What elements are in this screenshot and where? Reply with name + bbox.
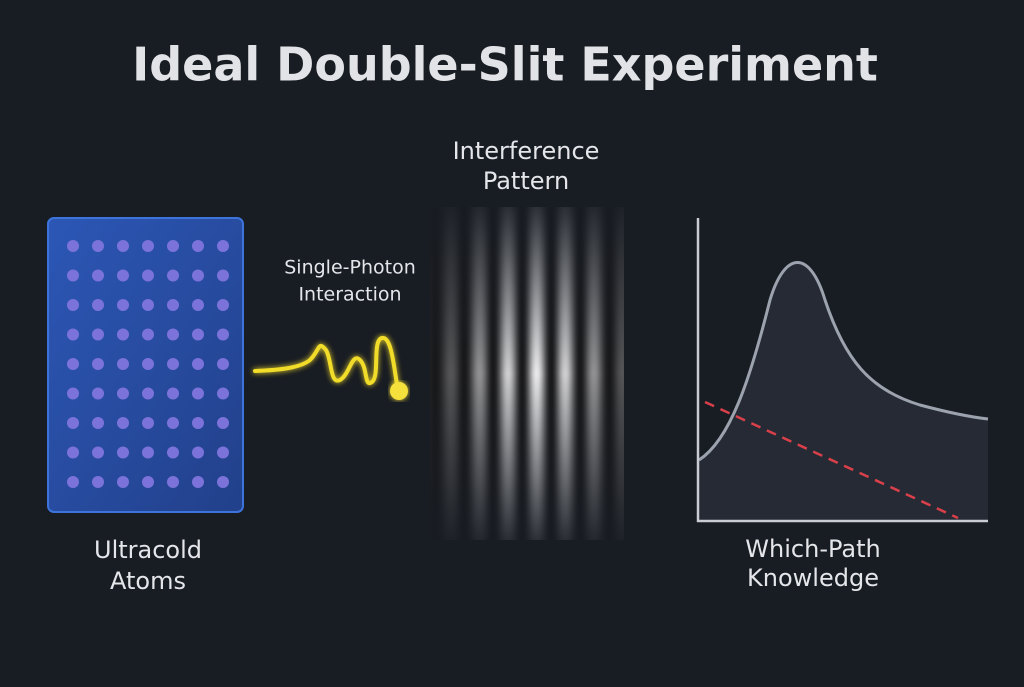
knowledge-label: Knowledge [747, 564, 879, 592]
atom [67, 299, 79, 311]
atom [217, 446, 229, 459]
photon-wave [253, 336, 400, 392]
atom [192, 269, 204, 282]
atom [117, 358, 129, 370]
photon-label: Single-Photon [284, 257, 416, 279]
atom [142, 269, 154, 282]
atom [217, 387, 229, 400]
atom [217, 358, 229, 370]
photon [390, 382, 408, 400]
atom [217, 476, 229, 488]
atom [142, 358, 154, 370]
atom [67, 269, 79, 282]
atom [67, 240, 79, 252]
knowledge-label: Which-Path [745, 535, 880, 563]
atom [92, 299, 104, 311]
atom [92, 446, 104, 459]
curve-fill [699, 262, 988, 521]
atom [167, 240, 179, 252]
atom [167, 358, 179, 370]
atom [217, 328, 229, 341]
atom [167, 387, 179, 400]
atoms-label: Ultracold [94, 536, 202, 564]
atom [192, 446, 204, 459]
atom [217, 269, 229, 282]
title: Ideal Double-Slit Experiment [132, 38, 878, 92]
atom [217, 240, 229, 252]
atom [192, 299, 204, 311]
atom [117, 387, 129, 400]
atom [117, 328, 129, 341]
atoms-label: Atoms [110, 567, 186, 595]
atom [92, 358, 104, 370]
pattern-label: Interference [453, 137, 600, 165]
atom [217, 417, 229, 429]
pattern-fade [430, 207, 624, 540]
atom [167, 328, 179, 341]
atom [67, 476, 79, 488]
atom [92, 387, 104, 400]
atom [92, 476, 104, 488]
atom-grid [67, 240, 229, 488]
atom [167, 299, 179, 311]
atom [92, 328, 104, 341]
atom [142, 240, 154, 252]
atom [167, 476, 179, 488]
atom [167, 269, 179, 282]
atom [167, 417, 179, 429]
atom [67, 387, 79, 400]
curve [698, 261, 989, 462]
atom [167, 446, 179, 459]
atom [192, 387, 204, 400]
atom [142, 387, 154, 400]
atom [117, 446, 129, 459]
atom [142, 417, 154, 429]
atom [142, 446, 154, 459]
atom [117, 417, 129, 429]
atom [67, 417, 79, 429]
photon-label: Interaction [298, 284, 401, 306]
atom [192, 328, 204, 341]
atom [192, 240, 204, 252]
atom [192, 358, 204, 370]
atom [142, 476, 154, 488]
atom [192, 476, 204, 488]
atom [92, 417, 104, 429]
pattern-label: Pattern [483, 167, 569, 195]
atom [67, 446, 79, 459]
atom [67, 328, 79, 341]
atom [67, 358, 79, 370]
atom [142, 299, 154, 311]
atom [117, 240, 129, 252]
atom [192, 417, 204, 429]
atom [92, 269, 104, 282]
atom [117, 269, 129, 282]
atom [117, 476, 129, 488]
atom [117, 299, 129, 311]
dashed-line [704, 400, 959, 520]
atom [142, 328, 154, 341]
atom [217, 299, 229, 311]
atom [92, 240, 104, 252]
